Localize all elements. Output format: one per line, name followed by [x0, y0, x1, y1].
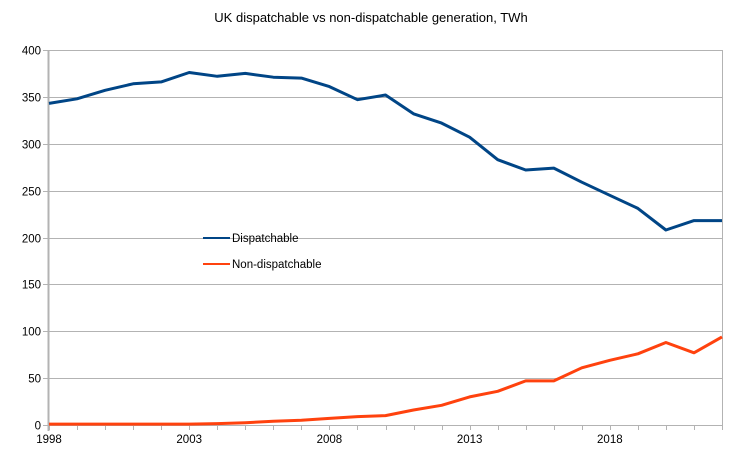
y-tick-label: 0	[35, 421, 41, 433]
y-tick-label: 250	[22, 187, 41, 199]
series-line-dispatchable	[48, 71, 722, 232]
y-tick-label: 100	[22, 327, 41, 339]
series-group	[48, 71, 723, 426]
y-tick-label: 350	[22, 93, 41, 105]
y-tick-label: 400	[22, 46, 41, 58]
series-line-non-dispatchable	[49, 335, 723, 426]
legend-label-dispatchable: Dispatchable	[232, 233, 298, 245]
legend-label-non-dispatchable: Non-dispatchable	[232, 259, 322, 271]
x-tick-label: 2003	[176, 434, 202, 446]
x-tick-label: 2018	[597, 434, 623, 446]
y-tick-label: 150	[22, 280, 41, 292]
y-tick-label: 200	[22, 234, 41, 246]
y-axis-labels: 0 50 100 150 200 250 300 350 400	[22, 46, 41, 433]
legend: Dispatchable Non-dispatchable	[203, 233, 322, 271]
x-axis-labels: 1998 2003 2008 2013 2018	[36, 434, 622, 446]
y-tick-label: 300	[22, 140, 41, 152]
x-tick-label: 2008	[317, 434, 343, 446]
axes	[43, 50, 723, 431]
grid	[49, 50, 722, 426]
y-tick-label: 50	[28, 374, 41, 386]
x-tick-label: 1998	[36, 434, 62, 446]
chart-title: UK dispatchable vs non-dispatchable gene…	[214, 10, 527, 25]
x-tick-label: 2013	[457, 434, 483, 446]
